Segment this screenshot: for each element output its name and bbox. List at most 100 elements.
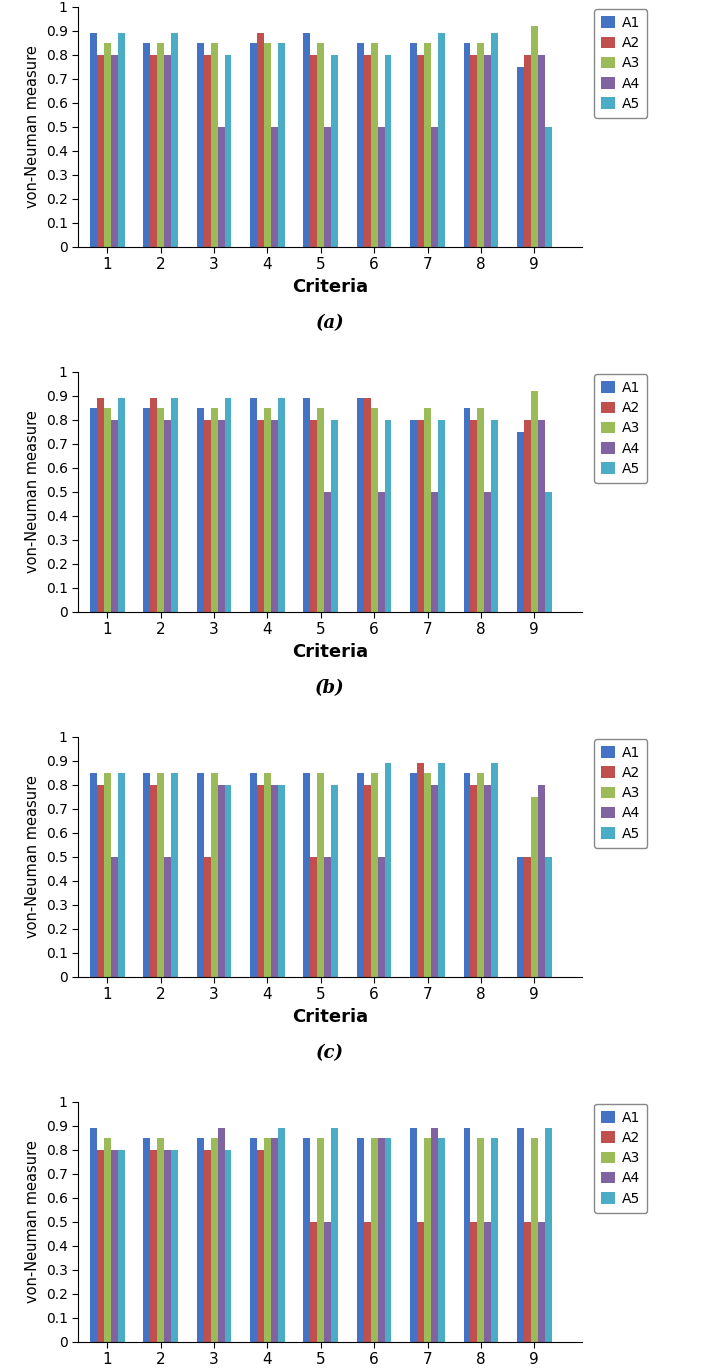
Bar: [491, 33, 498, 246]
Bar: [217, 420, 224, 612]
Text: (a): (a): [316, 314, 344, 333]
Bar: [211, 1138, 217, 1342]
Bar: [118, 1150, 125, 1342]
Bar: [158, 1138, 164, 1342]
Bar: [410, 420, 417, 612]
Bar: [357, 398, 364, 612]
Bar: [517, 431, 524, 612]
Bar: [250, 42, 257, 246]
Bar: [477, 42, 484, 246]
Bar: [104, 772, 111, 976]
Bar: [217, 127, 224, 246]
Bar: [151, 784, 158, 976]
Bar: [224, 784, 231, 976]
Bar: [118, 33, 125, 246]
Bar: [143, 42, 151, 246]
Y-axis label: von-Neuman measure: von-Neuman measure: [25, 775, 40, 938]
Bar: [477, 772, 484, 976]
Bar: [171, 398, 178, 612]
Bar: [317, 42, 324, 246]
Bar: [530, 1138, 537, 1342]
Bar: [431, 127, 438, 246]
Bar: [303, 1138, 310, 1342]
Bar: [371, 42, 378, 246]
Bar: [385, 1138, 391, 1342]
Bar: [537, 55, 545, 246]
Bar: [278, 784, 285, 976]
Bar: [118, 398, 125, 612]
Bar: [324, 857, 332, 976]
Bar: [104, 408, 111, 612]
Bar: [317, 408, 324, 612]
Bar: [438, 763, 445, 976]
Bar: [143, 1138, 151, 1342]
Bar: [90, 1128, 97, 1342]
Bar: [438, 1138, 445, 1342]
Bar: [517, 1128, 524, 1342]
Bar: [371, 408, 378, 612]
Bar: [164, 55, 171, 246]
Bar: [364, 55, 371, 246]
Bar: [524, 55, 530, 246]
Bar: [410, 42, 417, 246]
Text: (c): (c): [316, 1045, 344, 1062]
Bar: [118, 772, 125, 976]
Bar: [417, 420, 424, 612]
Bar: [410, 1128, 417, 1342]
Bar: [524, 1221, 530, 1342]
Bar: [257, 420, 264, 612]
Text: (b): (b): [315, 679, 345, 697]
Legend: A1, A2, A3, A4, A5: A1, A2, A3, A4, A5: [594, 10, 648, 118]
Bar: [264, 772, 271, 976]
X-axis label: Criteria: Criteria: [292, 278, 368, 296]
Bar: [171, 1150, 178, 1342]
Bar: [197, 408, 204, 612]
Bar: [317, 1138, 324, 1342]
Bar: [250, 772, 257, 976]
Bar: [310, 1221, 317, 1342]
Bar: [484, 784, 491, 976]
Bar: [97, 55, 104, 246]
Legend: A1, A2, A3, A4, A5: A1, A2, A3, A4, A5: [594, 739, 648, 847]
Bar: [438, 420, 445, 612]
Bar: [158, 408, 164, 612]
Bar: [278, 42, 285, 246]
Bar: [264, 408, 271, 612]
Bar: [104, 1138, 111, 1342]
Bar: [385, 420, 391, 612]
Bar: [431, 1128, 438, 1342]
Bar: [211, 772, 217, 976]
Bar: [264, 42, 271, 246]
Bar: [204, 420, 211, 612]
Bar: [332, 1128, 338, 1342]
Bar: [438, 33, 445, 246]
Bar: [484, 1221, 491, 1342]
Bar: [164, 857, 171, 976]
Bar: [484, 491, 491, 612]
Bar: [464, 772, 471, 976]
Bar: [332, 784, 338, 976]
Bar: [257, 784, 264, 976]
Bar: [545, 127, 552, 246]
X-axis label: Criteria: Criteria: [292, 1008, 368, 1025]
Bar: [257, 1150, 264, 1342]
Bar: [264, 1138, 271, 1342]
Bar: [517, 67, 524, 246]
Bar: [491, 420, 498, 612]
Bar: [90, 408, 97, 612]
Bar: [332, 55, 338, 246]
Bar: [158, 42, 164, 246]
Bar: [424, 772, 431, 976]
Bar: [143, 408, 151, 612]
Legend: A1, A2, A3, A4, A5: A1, A2, A3, A4, A5: [594, 374, 648, 483]
Bar: [97, 1150, 104, 1342]
Bar: [378, 127, 385, 246]
Bar: [111, 55, 118, 246]
Bar: [378, 491, 385, 612]
Bar: [224, 55, 231, 246]
Bar: [385, 763, 391, 976]
Bar: [378, 1138, 385, 1342]
Bar: [431, 784, 438, 976]
Bar: [364, 1221, 371, 1342]
Bar: [517, 857, 524, 976]
